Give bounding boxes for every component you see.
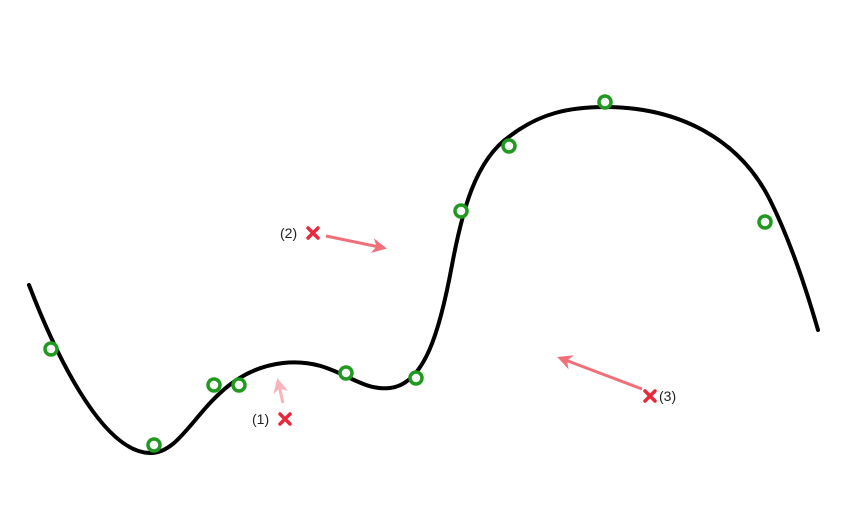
spline-curve: [27, 105, 820, 456]
control-point[interactable]: [501, 138, 517, 154]
control-point[interactable]: [453, 203, 469, 219]
control-point[interactable]: [146, 437, 162, 453]
x-mark-icon[interactable]: [306, 226, 320, 240]
control-point[interactable]: [408, 370, 424, 386]
arrow-3: [557, 355, 643, 391]
x-mark-icon[interactable]: [643, 389, 657, 403]
control-point[interactable]: [338, 365, 354, 381]
marker-2: (2): [280, 225, 387, 253]
arrow-2: [325, 234, 387, 253]
marker-label: (1): [252, 411, 269, 427]
marker-label: (2): [280, 225, 297, 241]
marker-1: (1): [252, 378, 292, 427]
x-mark-icon[interactable]: [278, 412, 292, 426]
control-point[interactable]: [231, 377, 247, 393]
arrow-1: [273, 378, 288, 404]
control-point[interactable]: [597, 94, 613, 110]
marker-label: (3): [659, 388, 676, 404]
control-points: [43, 94, 773, 453]
control-point[interactable]: [206, 377, 222, 393]
control-point[interactable]: [757, 214, 773, 230]
control-point[interactable]: [43, 341, 59, 357]
marker-3: (3): [557, 355, 676, 404]
